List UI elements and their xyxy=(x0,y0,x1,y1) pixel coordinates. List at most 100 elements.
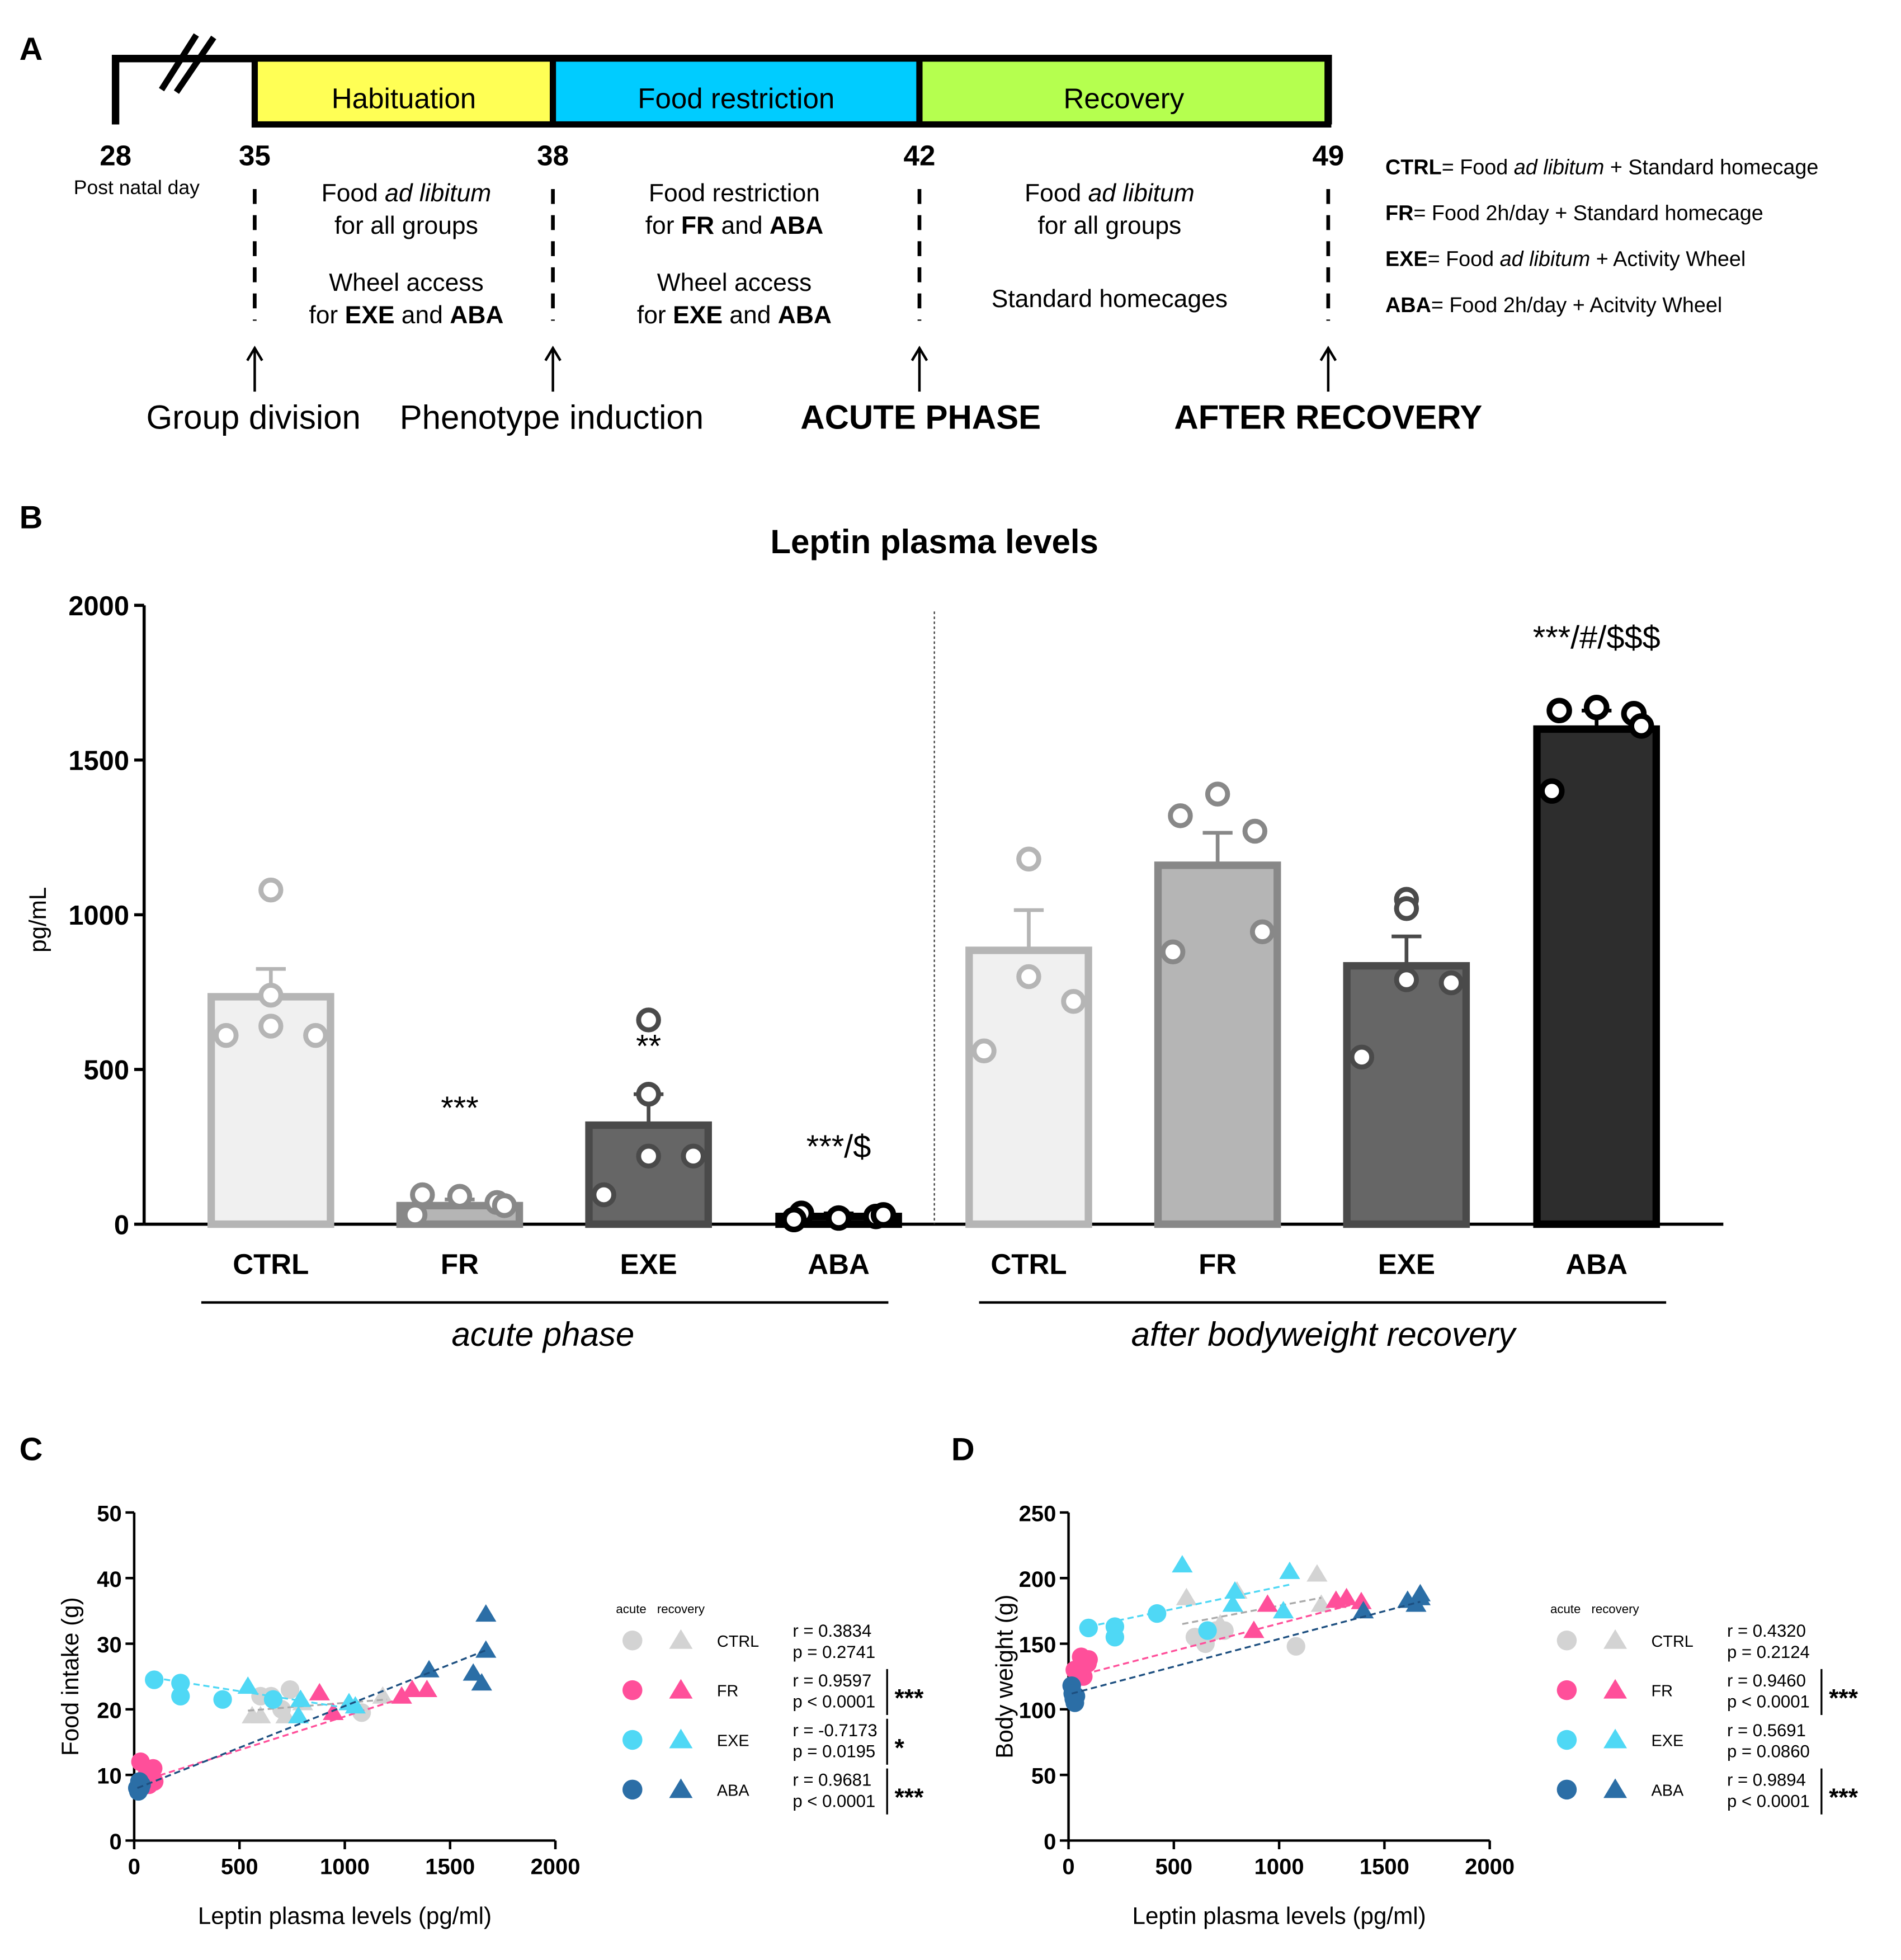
text-span: for all groups xyxy=(1037,212,1181,239)
regression-line-EXE xyxy=(154,1676,356,1711)
circle-point-CTRL xyxy=(1215,1621,1234,1640)
text-span: for xyxy=(645,212,681,239)
triangle-point-FR xyxy=(1336,1587,1357,1605)
triangle-point-EXE xyxy=(287,1705,309,1723)
correlation-p: p < 0.0001 xyxy=(1727,1692,1810,1712)
x-axis-label: Leptin plasma levels (pg/ml) xyxy=(198,1902,492,1929)
legend-triangle-icon xyxy=(1603,1679,1628,1699)
regression-line-CTRL xyxy=(1182,1596,1322,1625)
text-span: and xyxy=(394,301,450,329)
circle-point-EXE xyxy=(1198,1621,1217,1640)
panel-label-C: C xyxy=(20,1432,43,1468)
text-span: = Food 2h/day + Acitvity Wheel xyxy=(1431,294,1722,317)
regression-line-ABA xyxy=(136,1649,487,1789)
triangle-point-FR xyxy=(416,1679,438,1697)
y-tick-label: 50 xyxy=(1031,1764,1056,1789)
text-span: Standard homecages xyxy=(992,285,1228,313)
text-span: FR xyxy=(1385,202,1413,225)
x-tick-label: 500 xyxy=(221,1854,258,1879)
y-axis-label: Body weight (g) xyxy=(992,1595,1018,1759)
data-point xyxy=(781,1207,807,1233)
y-tick-label: 2000 xyxy=(68,591,129,621)
phase-box-2 xyxy=(916,55,1332,128)
legend-triangle-icon xyxy=(669,1629,693,1649)
y-tick-label: 250 xyxy=(1019,1501,1056,1526)
correlation-p: p < 0.0001 xyxy=(793,1791,875,1811)
correlation-p: p = 0.2124 xyxy=(1727,1642,1810,1662)
legend-label: FR xyxy=(1651,1683,1673,1700)
correlation-p: p < 0.0001 xyxy=(1727,1791,1810,1811)
text-span: and xyxy=(714,212,770,239)
x-tick-label: CTRL xyxy=(233,1248,309,1280)
data-point xyxy=(681,1143,706,1169)
triangle-point-EXE xyxy=(1279,1561,1300,1579)
phase-description: Food restriction xyxy=(649,180,820,207)
y-tick-label: 30 xyxy=(97,1633,121,1657)
regression-line-FR xyxy=(140,1689,430,1783)
day-label: 28 xyxy=(100,140,131,172)
x-axis-label: Leptin plasma levels (pg/ml) xyxy=(1132,1902,1426,1929)
circle-point-EXE xyxy=(171,1686,190,1706)
text-span: ad libitum xyxy=(1088,180,1195,207)
triangle-point-EXE xyxy=(1272,1601,1294,1619)
group-definition: ABA= Food 2h/day + Acitvity Wheel xyxy=(1385,294,1722,317)
phase-description: Food ad libitum xyxy=(1025,180,1195,207)
triangle-point-CTRL xyxy=(1306,1564,1328,1582)
legend-circle-icon xyxy=(1556,1730,1577,1750)
circle-point-CTRL xyxy=(280,1680,300,1699)
correlation-r: r = 0.9597 xyxy=(793,1671,871,1690)
text-span: ad libitum xyxy=(1514,156,1605,179)
correlation-p: p = 0.2741 xyxy=(793,1642,875,1662)
text-span: ABA xyxy=(1385,294,1431,317)
data-point xyxy=(447,1184,473,1209)
text-span: ABA xyxy=(778,301,832,329)
x-tick-label: 1000 xyxy=(1254,1854,1304,1879)
text-span: for xyxy=(309,301,345,329)
data-point xyxy=(1438,970,1464,996)
triangle-point-EXE xyxy=(1172,1555,1193,1573)
event-label: Phenotype induction xyxy=(400,399,704,436)
phase-description: for all groups xyxy=(334,212,478,239)
phase-description: Wheel access xyxy=(329,269,484,296)
significance-annotation: ***/$ xyxy=(806,1129,871,1165)
data-point xyxy=(492,1193,517,1218)
x-tick-label: ABA xyxy=(1565,1248,1628,1280)
text-span: = Food xyxy=(1428,248,1500,271)
phase-label: Food restriction xyxy=(638,83,834,115)
data-point xyxy=(1061,989,1086,1014)
event-label: AFTER RECOVERY xyxy=(1174,399,1482,436)
phase-description: Food ad libitum xyxy=(322,180,492,207)
correlation-r: r = 0.9894 xyxy=(1727,1770,1806,1790)
day-label: 35 xyxy=(239,140,271,172)
y-tick-label: 1000 xyxy=(68,901,129,931)
y-tick-label: 20 xyxy=(97,1698,121,1723)
legend-triangle-icon xyxy=(669,1728,693,1749)
panel-label-D: D xyxy=(951,1432,975,1468)
significance-annotation: *** xyxy=(441,1090,478,1126)
x-tick-label: 1500 xyxy=(425,1854,475,1879)
legend-header: recovery xyxy=(1591,1602,1639,1616)
phase-description: for EXE and ABA xyxy=(637,301,832,329)
y-tick-label: 40 xyxy=(97,1567,121,1592)
x-tick-label: 1500 xyxy=(1360,1854,1409,1879)
data-point xyxy=(1016,964,1041,990)
legend-label: ABA xyxy=(1651,1782,1684,1799)
legend-label: CTRL xyxy=(1651,1633,1693,1651)
data-point xyxy=(1394,896,1419,921)
text-span: ad libitum xyxy=(385,180,491,207)
text-span: CTRL xyxy=(1385,156,1442,179)
day-label: 42 xyxy=(904,140,936,172)
x-tick-label: EXE xyxy=(1378,1248,1435,1280)
legend-label: EXE xyxy=(717,1732,749,1750)
arrow-head-icon xyxy=(1319,346,1337,361)
data-point xyxy=(870,1202,897,1228)
circle-point-ABA xyxy=(132,1775,151,1794)
legend-triangle-icon xyxy=(669,1679,693,1699)
data-point xyxy=(1205,781,1230,807)
day-label: 49 xyxy=(1312,140,1344,172)
data-point xyxy=(402,1202,428,1228)
triangle-point-ABA xyxy=(471,1673,492,1691)
legend-label: ABA xyxy=(717,1782,750,1799)
text-span: = Food xyxy=(1442,156,1514,179)
data-point xyxy=(1546,698,1572,724)
